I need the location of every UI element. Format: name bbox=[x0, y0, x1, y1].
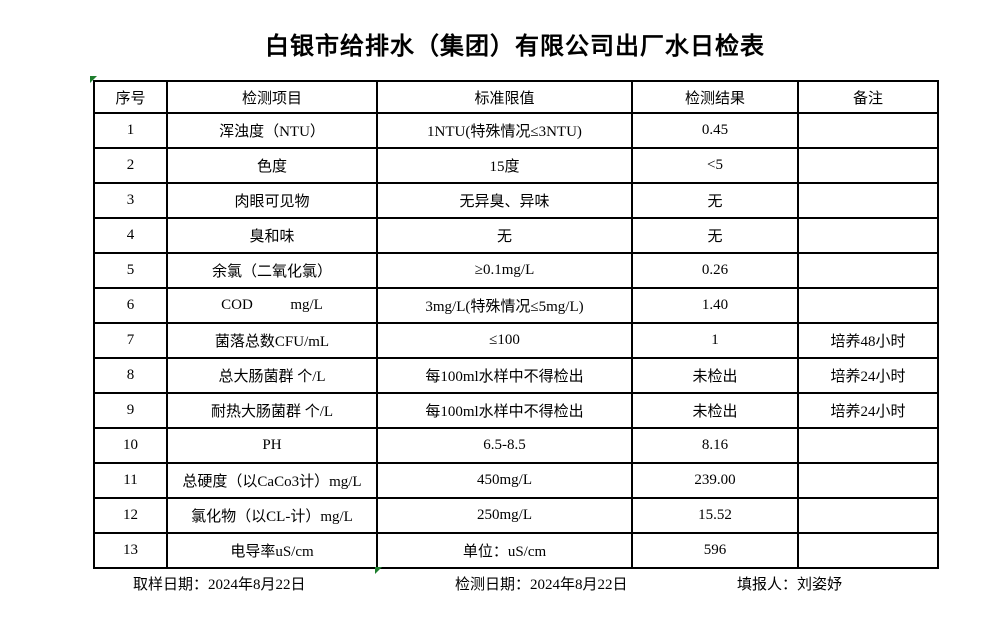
table-cell: 3 bbox=[93, 182, 168, 219]
column-header-1: 检测项目 bbox=[166, 80, 378, 114]
table-cell: 培养48小时 bbox=[797, 322, 939, 359]
table-cell: 1 bbox=[631, 322, 799, 359]
table-cell: 2 bbox=[93, 147, 168, 184]
test-date-text: 检测日期：2024年8月22日 bbox=[455, 577, 628, 593]
table-cell bbox=[797, 287, 939, 324]
table-cell: 色度 bbox=[166, 147, 378, 184]
table-cell: PH bbox=[166, 427, 378, 464]
table-cell: 12 bbox=[93, 497, 168, 534]
table-cell: 肉眼可见物 bbox=[166, 182, 378, 219]
table-cell: 无 bbox=[376, 217, 633, 254]
table-cell: 浑浊度（NTU） bbox=[166, 112, 378, 149]
table-row: 5 余氯（二氧化氯） ≥0.1mg/L 0.26 bbox=[93, 252, 939, 289]
table-row: 12 氯化物（以CL-计）mg/L 250mg/L 15.52 bbox=[93, 497, 939, 534]
table-cell: 6.5-8.5 bbox=[376, 427, 633, 464]
table-row: 2 色度 15度 <5 bbox=[93, 147, 939, 184]
table-cell: <5 bbox=[631, 147, 799, 184]
page-title: 白银市给排水（集团）有限公司出厂水日检表 bbox=[265, 34, 765, 60]
table-cell: 无 bbox=[631, 182, 799, 219]
table-row: 7 菌落总数CFU/mL ≤100 1 培养48小时 bbox=[93, 322, 939, 359]
table-cell bbox=[797, 252, 939, 289]
table-row: 3 肉眼可见物 无异臭、异味无 bbox=[93, 182, 939, 219]
table-cell: 11 bbox=[93, 462, 168, 499]
excel-green-triangle-icon bbox=[90, 76, 97, 83]
table-row: 11 总硬度（以CaCo3计）mg/L 450mg/L 239.00 bbox=[93, 462, 939, 499]
table-cell: 15.52 bbox=[631, 497, 799, 534]
table-cell: 239.00 bbox=[631, 462, 799, 499]
table-cell: 总硬度（以CaCo3计）mg/L bbox=[166, 462, 378, 499]
report-footer: 取样日期：2024年8月22日 检测日期：2024年8月22日 填报人：刘姿妤 bbox=[93, 573, 937, 597]
table-cell: 5 bbox=[93, 252, 168, 289]
excel-green-triangle-icon bbox=[375, 567, 382, 574]
table-cell: 无异臭、异味 bbox=[376, 182, 633, 219]
table-cell bbox=[797, 427, 939, 464]
table-cell: 250mg/L bbox=[376, 497, 633, 534]
table-cell: 1NTU(特殊情况≤3NTU) bbox=[376, 112, 633, 149]
table-row: 13 电导率uS/cm 单位：uS/cm 596 bbox=[93, 532, 939, 569]
table-cell: 电导率uS/cm bbox=[166, 532, 378, 569]
table-cell: 9 bbox=[93, 392, 168, 429]
table-cell bbox=[797, 147, 939, 184]
table-cell: 596 bbox=[631, 532, 799, 569]
table-cell bbox=[797, 182, 939, 219]
table-row: 6 COD mg/L 3mg/L(特殊情况≤5mg/L) 1.40 bbox=[93, 287, 939, 324]
table-cell: 臭和味 bbox=[166, 217, 378, 254]
table-cell: 0.26 bbox=[631, 252, 799, 289]
table-cell: 未检出 bbox=[631, 357, 799, 394]
table-cell: 余氯（二氧化氯） bbox=[166, 252, 378, 289]
table-body: 1 浑浊度（NTU） 1NTU(特殊情况≤3NTU) 0.45 2 色度 15度 <5 3 肉眼可… bbox=[93, 112, 939, 569]
table-cell: 0.45 bbox=[631, 112, 799, 149]
table-cell: 7 bbox=[93, 322, 168, 359]
table-cell: 氯化物（以CL-计）mg/L bbox=[166, 497, 378, 534]
sampling-date-text: 取样日期：2024年8月22日 bbox=[133, 577, 306, 593]
table-cell: COD mg/L bbox=[166, 287, 378, 324]
table-cell: ≤100 bbox=[376, 322, 633, 359]
table-cell bbox=[797, 462, 939, 499]
table-cell: 10 bbox=[93, 427, 168, 464]
table-cell: 1.40 bbox=[631, 287, 799, 324]
table-cell: 菌落总数CFU/mL bbox=[166, 322, 378, 359]
table-cell: 单位：uS/cm bbox=[376, 532, 633, 569]
table-cell: 每100ml水样中不得检出 bbox=[376, 357, 633, 394]
table-cell: 4 bbox=[93, 217, 168, 254]
table-cell: 1 bbox=[93, 112, 168, 149]
table-cell: 13 bbox=[93, 532, 168, 569]
column-header-3: 检测结果 bbox=[631, 80, 799, 114]
table-cell: ≥0.1mg/L bbox=[376, 252, 633, 289]
table-row: 8 总大肠菌群 个/L 每100ml水样中不得检出 未检出 培养24小时 bbox=[93, 357, 939, 394]
table-cell bbox=[797, 217, 939, 254]
table-cell: 8 bbox=[93, 357, 168, 394]
table-cell: 每100ml水样中不得检出 bbox=[376, 392, 633, 429]
table-row: 1 浑浊度（NTU） 1NTU(特殊情况≤3NTU) 0.45 bbox=[93, 112, 939, 149]
table-cell: 培养24小时 bbox=[797, 392, 939, 429]
table-cell: 15度 bbox=[376, 147, 633, 184]
daily-inspection-table: 序号 检测项目 标准限值 检测结果 备注 1 浑浊度（NTU） 1NTU(特殊情况≤3NTU… bbox=[93, 80, 939, 569]
table-cell: 8.16 bbox=[631, 427, 799, 464]
table-cell: 无 bbox=[631, 217, 799, 254]
table-row: 10 PH 6.5-8.5 8.16 bbox=[93, 427, 939, 464]
column-header-2: 标准限值 bbox=[376, 80, 633, 114]
table-cell: 培养24小时 bbox=[797, 357, 939, 394]
table-cell: 耐热大肠菌群 个/L bbox=[166, 392, 378, 429]
table-cell: 总大肠菌群 个/L bbox=[166, 357, 378, 394]
table-row: 9 耐热大肠菌群 个/L 每100ml水样中不得检出 未检出 培养24小时 bbox=[93, 392, 939, 429]
table-cell: 450mg/L bbox=[376, 462, 633, 499]
table-header-row: 序号 检测项目 标准限值 检测结果 备注 bbox=[93, 80, 939, 114]
table-row: 4 臭和味无无 bbox=[93, 217, 939, 254]
table-cell: 6 bbox=[93, 287, 168, 324]
table-cell bbox=[797, 497, 939, 534]
column-header-4: 备注 bbox=[797, 80, 939, 114]
reporter-text: 填报人：刘姿妤 bbox=[737, 577, 843, 593]
table-cell: 未检出 bbox=[631, 392, 799, 429]
table-cell bbox=[797, 532, 939, 569]
column-header-0: 序号 bbox=[93, 80, 168, 114]
table-cell: 3mg/L(特殊情况≤5mg/L) bbox=[376, 287, 633, 324]
table-cell bbox=[797, 112, 939, 149]
